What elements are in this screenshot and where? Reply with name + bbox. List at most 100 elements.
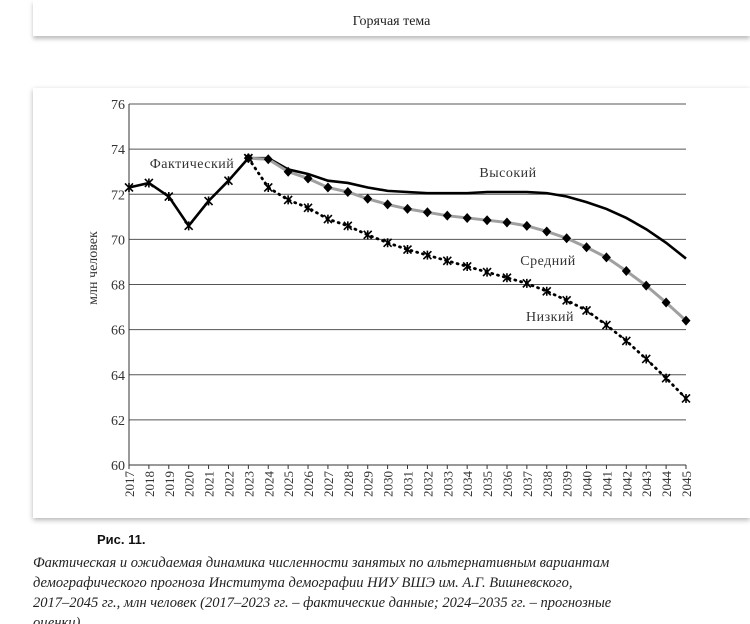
- y-tick-label: 70: [111, 233, 125, 248]
- x-tick-label: 2030: [381, 471, 396, 497]
- marker: [681, 315, 691, 326]
- marker: [383, 199, 393, 210]
- y-tick-label: 68: [111, 279, 125, 294]
- x-tick-label: 2022: [221, 471, 236, 497]
- marker: [522, 278, 532, 288]
- marker: [601, 252, 611, 263]
- marker: [363, 230, 373, 240]
- marker: [402, 244, 413, 255]
- marker: [303, 203, 313, 213]
- x-tick-label: 2040: [580, 471, 595, 497]
- caption-line: демографического прогноза Института демо…: [33, 575, 573, 591]
- x-tick-label: 2027: [321, 471, 336, 498]
- x-tick-label: 2043: [639, 471, 654, 497]
- marker: [661, 297, 671, 308]
- x-tick-label: 2042: [619, 471, 634, 497]
- marker: [283, 166, 293, 177]
- x-tick-label: 2032: [420, 471, 435, 497]
- x-tick-label: 2021: [202, 471, 217, 497]
- x-tick-label: 2023: [241, 471, 256, 497]
- x-tick-label: 2017: [122, 471, 137, 498]
- x-tick-label: 2037: [520, 471, 535, 498]
- marker: [323, 214, 333, 224]
- y-tick-label: 76: [111, 98, 125, 113]
- marker: [383, 238, 393, 248]
- x-tick-label: 2045: [679, 471, 694, 497]
- x-tick-label: 2028: [341, 471, 356, 497]
- marker: [403, 203, 412, 214]
- marker: [343, 186, 353, 197]
- marker: [263, 154, 273, 165]
- marker: [562, 233, 572, 244]
- marker: [542, 226, 552, 237]
- marker: [303, 173, 313, 184]
- marker: [581, 305, 592, 316]
- x-tick-label: 2029: [361, 471, 376, 497]
- marker: [124, 182, 134, 193]
- x-tick-label: 2024: [261, 471, 276, 498]
- marker: [482, 215, 492, 226]
- x-tick-label: 2031: [401, 471, 416, 497]
- marker: [562, 295, 572, 305]
- marker: [223, 176, 234, 186]
- series-line: [246, 156, 688, 400]
- marker: [164, 191, 174, 202]
- marker: [144, 178, 154, 188]
- marker: [363, 193, 373, 204]
- y-tick-label: 66: [111, 324, 125, 339]
- marker: [462, 212, 472, 223]
- marker: [343, 221, 353, 231]
- x-tick-label: 2025: [281, 471, 296, 497]
- marker: [442, 210, 452, 221]
- marker: [661, 373, 671, 383]
- marker: [641, 354, 651, 364]
- x-tick-label: 2039: [560, 471, 575, 497]
- y-tick-label: 74: [111, 143, 125, 158]
- y-tick-label: 72: [111, 188, 125, 203]
- marker: [601, 320, 611, 330]
- marker: [502, 273, 512, 283]
- series-label: Фактический: [150, 157, 235, 172]
- x-tick-label: 2036: [500, 471, 515, 498]
- marker: [204, 196, 214, 206]
- x-tick-label: 2044: [659, 471, 674, 498]
- marker: [621, 336, 631, 346]
- marker: [422, 207, 432, 218]
- x-tick-label: 2019: [162, 471, 177, 497]
- y-tick-label: 62: [111, 414, 125, 429]
- x-tick-label: 2035: [480, 471, 495, 497]
- caption-line: 2017–2045 гг., млн человек (2017–2023 гг…: [33, 595, 612, 611]
- x-tick-label: 2026: [301, 471, 316, 498]
- y-axis-label: млн человек: [86, 231, 101, 305]
- x-tick-label: 2033: [440, 471, 455, 497]
- marker: [522, 220, 532, 231]
- marker: [184, 221, 194, 231]
- x-tick-label: 2020: [182, 471, 197, 497]
- marker: [502, 217, 512, 228]
- x-tick-label: 2018: [142, 471, 157, 497]
- marker: [681, 393, 691, 404]
- series-line: [248, 156, 687, 260]
- series-label: Низкий: [526, 310, 574, 325]
- marker: [462, 261, 472, 272]
- marker: [422, 250, 432, 260]
- marker: [263, 182, 273, 193]
- marker: [482, 267, 492, 277]
- x-tick-label: 2034: [460, 471, 475, 498]
- marker: [243, 153, 253, 163]
- caption-line: Фактическая и ожидаемая динамика численн…: [33, 555, 610, 571]
- marker: [542, 286, 552, 296]
- marker: [442, 256, 452, 266]
- y-tick-label: 64: [111, 369, 125, 384]
- x-tick-label: 2041: [599, 471, 614, 497]
- marker: [323, 182, 333, 193]
- y-tick-label: 60: [111, 459, 125, 474]
- marker: [283, 195, 293, 205]
- marker: [621, 265, 631, 276]
- marker: [582, 242, 592, 253]
- series-label: Высокий: [479, 166, 536, 181]
- caption-line: оценки).: [33, 615, 84, 624]
- figure-label: Рис. 11.: [97, 532, 146, 547]
